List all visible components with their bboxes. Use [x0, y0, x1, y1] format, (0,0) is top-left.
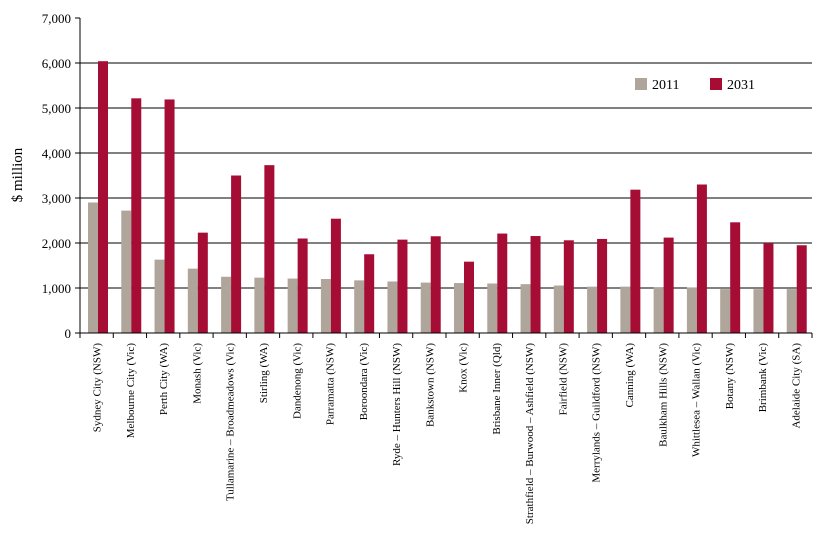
x-tick-label: Melbourne City (Vic) — [125, 343, 137, 439]
y-axis-label: $ million — [10, 147, 26, 202]
y-tick-label: 5,000 — [42, 101, 71, 116]
x-tick-label: Fairfield (NSW) — [557, 343, 569, 416]
bar-2031 — [696, 184, 707, 333]
bar-2011 — [620, 286, 631, 333]
bar-2011 — [720, 289, 731, 333]
x-tick-label: Dandenong (Vic) — [291, 343, 303, 419]
bar-2031 — [563, 240, 574, 333]
bar-2031 — [197, 232, 208, 333]
x-tick-label: Perth City (WA) — [158, 343, 170, 415]
x-tick-label: Whittlesea – Wallan (Vic) — [691, 343, 703, 457]
legend-swatch-2031 — [710, 78, 722, 90]
bar-2011 — [121, 210, 132, 333]
x-tick-label: Tullamarine – Broadmeadows (Vic) — [225, 343, 237, 501]
bar-2031 — [364, 254, 375, 333]
bar-2011 — [686, 287, 697, 333]
bar-2031 — [663, 237, 674, 333]
y-tick-label: 3,000 — [42, 191, 71, 206]
bar-2031 — [763, 243, 774, 333]
y-tick-label: 4,000 — [42, 146, 71, 161]
bar-2011 — [420, 282, 431, 333]
bar-2031 — [497, 233, 508, 333]
x-tick-label: Sydney City (NSW) — [92, 343, 104, 433]
bar-2031 — [330, 218, 341, 333]
bar-2011 — [454, 283, 464, 333]
bar-2031 — [131, 98, 142, 333]
y-tick-label: 0 — [65, 326, 72, 341]
bar-2011 — [753, 289, 764, 333]
x-tick-label: Stirling (WA) — [258, 343, 270, 404]
bar-2031 — [530, 236, 541, 333]
legend-label-2031: 2031 — [727, 78, 755, 93]
bar-2031 — [630, 189, 641, 333]
bar-2011 — [387, 281, 398, 333]
x-tick-label: Parramatta (NSW) — [325, 343, 337, 425]
bar-2011 — [786, 289, 797, 333]
bar-2031 — [796, 245, 807, 333]
bar-2031 — [464, 261, 474, 333]
bar-2031 — [297, 238, 308, 333]
x-tick-label: Merrylands – Guildford (NSW) — [591, 343, 603, 483]
bar-2031 — [597, 238, 608, 333]
legend-label-2011: 2011 — [652, 78, 679, 93]
x-tick-label: Knox (Vic) — [458, 343, 470, 393]
x-tick-label: Ryde – Hunters Hill (NSW) — [391, 343, 403, 466]
bar-2011 — [154, 259, 165, 333]
bar-2031 — [264, 165, 275, 333]
bar-2011 — [520, 284, 531, 333]
bar-2031 — [98, 61, 108, 333]
bar-2031 — [231, 175, 242, 333]
bar-2011 — [287, 278, 298, 333]
bar-2031 — [430, 236, 441, 333]
bar-2031 — [730, 222, 741, 333]
legend-swatch-2011 — [635, 78, 647, 90]
x-tick-label: Botany (NSW) — [724, 343, 736, 410]
bar-2011 — [587, 286, 598, 333]
bar-2011 — [88, 202, 98, 333]
bar-2011 — [254, 277, 265, 333]
legend: 2011 2031 — [635, 78, 755, 93]
bar-2011 — [320, 279, 331, 333]
x-tick-label: Monash (Vic) — [191, 343, 203, 404]
x-tick-label: Strathfield – Burwood – Ashfield (NSW) — [524, 343, 536, 525]
y-tick-label: 7,000 — [42, 11, 71, 26]
bar-2011 — [553, 285, 564, 333]
x-tick-label: Adelaide City (SA) — [790, 343, 802, 429]
x-tick-label: Brimbank (Vic) — [757, 343, 769, 413]
bar-2031 — [397, 239, 408, 333]
bar-2011 — [221, 276, 232, 333]
y-tick-label: 1,000 — [42, 281, 71, 296]
y-tick-label: 6,000 — [42, 56, 71, 71]
bar-2011 — [354, 280, 365, 333]
y-tick-label: 2,000 — [42, 236, 71, 251]
bar-2031 — [164, 99, 175, 333]
x-tick-label: Boroondara (Vic) — [358, 343, 370, 421]
x-tick-label: Brisbane Inner (Qld) — [491, 343, 503, 435]
x-tick-label: Canning (WA) — [624, 343, 636, 408]
x-tick-label: Bankstown (NSW) — [424, 343, 436, 427]
bar-2011 — [487, 283, 498, 333]
bar-2011 — [187, 268, 198, 333]
x-tick-label: Baulkham Hills (NSW) — [657, 343, 669, 447]
bar-2011 — [653, 287, 664, 333]
